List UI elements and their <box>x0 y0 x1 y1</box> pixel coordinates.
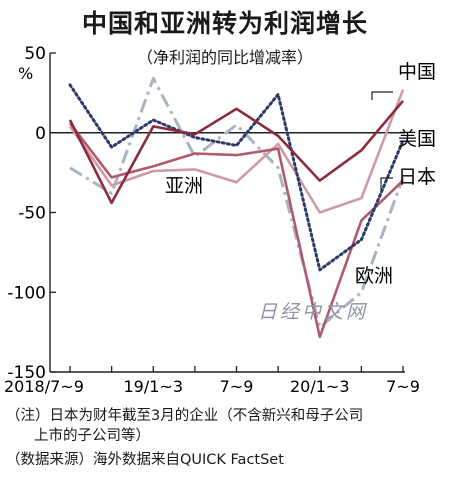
leader-中国 <box>371 91 393 100</box>
x-tick-label-4: 7~9 <box>386 377 420 396</box>
x-tick-label-3: 20/1~3 <box>290 377 350 396</box>
series-label-中国: 中国 <box>398 61 436 83</box>
footnote-line-2: 上市的子公司等） <box>34 428 150 444</box>
y-tick-label--150: -150 <box>7 363 46 383</box>
series-label-欧洲: 欧洲 <box>355 265 393 287</box>
series-label-美国: 美国 <box>398 128 436 150</box>
chart-title: 中国和亚洲转为利润增长 <box>81 9 368 38</box>
watermark-text: 日经中文网 <box>258 301 368 323</box>
y-tick-label-0: 0 <box>35 124 46 144</box>
series-label-亚洲: 亚洲 <box>165 175 203 197</box>
y-unit-label: % <box>18 64 33 83</box>
y-tick-label--100: -100 <box>7 283 46 303</box>
series-label-日本: 日本 <box>398 166 436 188</box>
y-tick-label--50: -50 <box>18 204 46 224</box>
series-line-欧洲 <box>69 77 405 329</box>
leader-日本 <box>380 177 393 190</box>
series-line-亚洲 <box>68 89 405 214</box>
x-tick-label-0: 2018/7~9 <box>4 377 84 396</box>
series-line-日本 <box>68 122 404 339</box>
chart-subtitle: （净利润的同比增减率） <box>136 48 313 67</box>
series-line-美国 <box>68 83 405 272</box>
source-note: （数据来源）海外数据来自QUICK FactSet <box>6 452 284 468</box>
series-line-中国 <box>68 99 404 205</box>
x-tick-label-1: 19/1~3 <box>123 377 183 396</box>
footnote-line-1: （注）日本为财年截至3月的企业（不含新兴和母子公司 <box>6 408 364 424</box>
y-tick-label-50: 50 <box>24 44 46 64</box>
x-tick-label-2: 7~9 <box>220 377 254 396</box>
